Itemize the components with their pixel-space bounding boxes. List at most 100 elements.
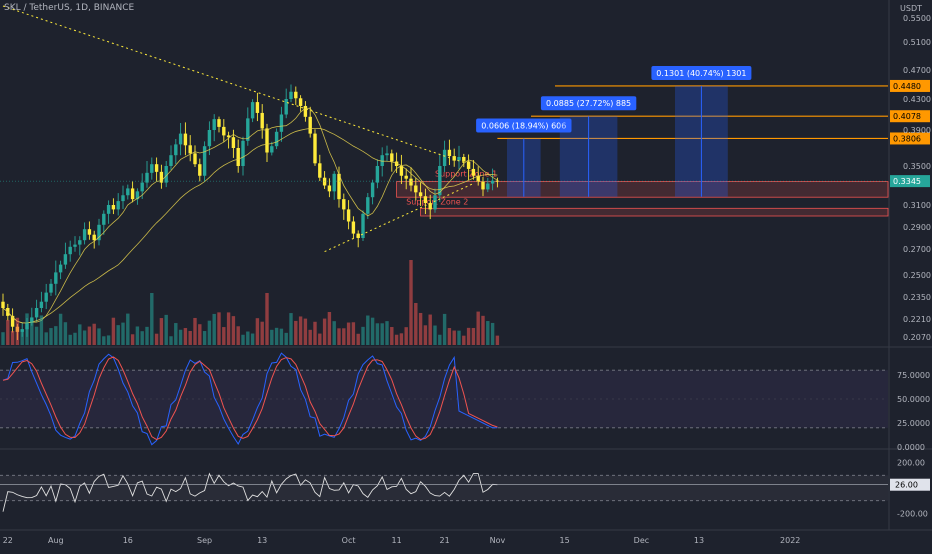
time-tick-label: Nov — [490, 536, 506, 545]
volume-bar — [78, 324, 82, 345]
volume-bar — [327, 311, 332, 345]
volume-bar — [92, 323, 96, 345]
volume-bar — [414, 303, 418, 345]
volume-bar — [150, 293, 154, 345]
volume-bar — [346, 322, 351, 345]
candle — [49, 283, 53, 293]
time-tick-label: Aug — [48, 536, 64, 545]
volume-bar — [58, 313, 63, 345]
candle — [78, 240, 82, 245]
stoch-tick-label: 75.0000 — [897, 371, 930, 380]
volume-bar — [159, 318, 164, 345]
time-tick-label: 16 — [123, 536, 133, 545]
candle — [332, 173, 336, 192]
volume-bar — [476, 311, 480, 345]
volume-bar — [284, 332, 288, 345]
candle — [207, 130, 212, 147]
time-tick-label: Oct — [342, 536, 356, 545]
volume-bar — [126, 313, 130, 345]
candle — [39, 301, 44, 308]
volume-bar — [25, 313, 29, 345]
volume-bar — [250, 333, 255, 345]
candle — [58, 264, 63, 273]
support-zone-label: Support Zone 1 — [435, 170, 497, 179]
volume-bar — [332, 321, 336, 345]
volume-bar — [390, 327, 394, 345]
candle — [337, 173, 341, 200]
volume-bar — [164, 314, 168, 345]
volume-bar — [380, 323, 384, 345]
volume-bar — [102, 336, 106, 345]
candle — [490, 180, 495, 184]
volume-bar — [188, 330, 192, 345]
volume-bar — [342, 328, 346, 345]
level-price-tag — [890, 132, 930, 145]
candle — [442, 149, 447, 166]
candle — [270, 146, 274, 153]
candle — [164, 166, 168, 183]
candle — [193, 153, 197, 165]
candle — [106, 205, 111, 214]
volume-bar — [308, 329, 312, 345]
volume-bar — [217, 312, 221, 345]
candle — [135, 191, 140, 200]
candle — [342, 199, 346, 210]
candle — [87, 229, 92, 235]
volume-bar — [212, 313, 216, 345]
time-tick-label: 13 — [257, 536, 267, 545]
candle — [1, 301, 5, 308]
candle — [346, 209, 351, 222]
descending-trendline — [2, 5, 469, 165]
volume-bar — [140, 331, 144, 345]
volume-bar — [202, 331, 207, 345]
volume-bar — [433, 325, 437, 345]
price-tick-label: 0.4700 — [903, 66, 931, 75]
price-tick-label: 0.3100 — [903, 201, 931, 210]
volume-bar — [68, 334, 72, 345]
volume-bar — [466, 327, 471, 345]
candle — [409, 178, 413, 186]
level-price-tag — [890, 110, 930, 123]
candle — [231, 137, 236, 148]
candle — [289, 91, 293, 99]
volume-bar — [222, 327, 226, 345]
candle — [356, 233, 360, 238]
projection-label-box — [476, 118, 572, 133]
volume-bar — [370, 317, 375, 345]
candle — [30, 317, 34, 323]
volume-bar — [409, 260, 413, 345]
candle — [174, 144, 178, 156]
volume-bar — [457, 330, 461, 345]
candle — [202, 146, 207, 176]
candle — [178, 133, 183, 145]
volume-bar — [270, 329, 274, 345]
volume-bar — [294, 320, 298, 345]
candle — [495, 180, 500, 182]
candle — [438, 166, 442, 196]
time-tick-label: 22 — [3, 536, 13, 545]
time-tick-label: Dec — [634, 536, 649, 545]
volume-bar — [481, 315, 485, 345]
candle — [313, 133, 317, 164]
price-tick-label: 0.2350 — [903, 293, 931, 302]
candle — [169, 155, 173, 166]
volume-bar — [428, 314, 432, 345]
candle — [481, 181, 485, 190]
volume-bar — [361, 326, 365, 345]
volume-bar — [231, 316, 236, 345]
candle — [54, 272, 58, 284]
candle — [250, 102, 255, 119]
candle — [274, 131, 279, 147]
volume-bar — [462, 335, 466, 345]
level-price-tag — [890, 79, 930, 92]
volume-bar — [246, 331, 250, 345]
volume-bar — [418, 312, 423, 345]
candle — [452, 156, 456, 161]
candle — [82, 229, 87, 241]
candle — [10, 315, 15, 327]
symbol-title: SKL / TetherUS, 1D, BINANCE — [4, 3, 135, 13]
candle — [68, 246, 72, 255]
volume-bar — [121, 322, 125, 345]
